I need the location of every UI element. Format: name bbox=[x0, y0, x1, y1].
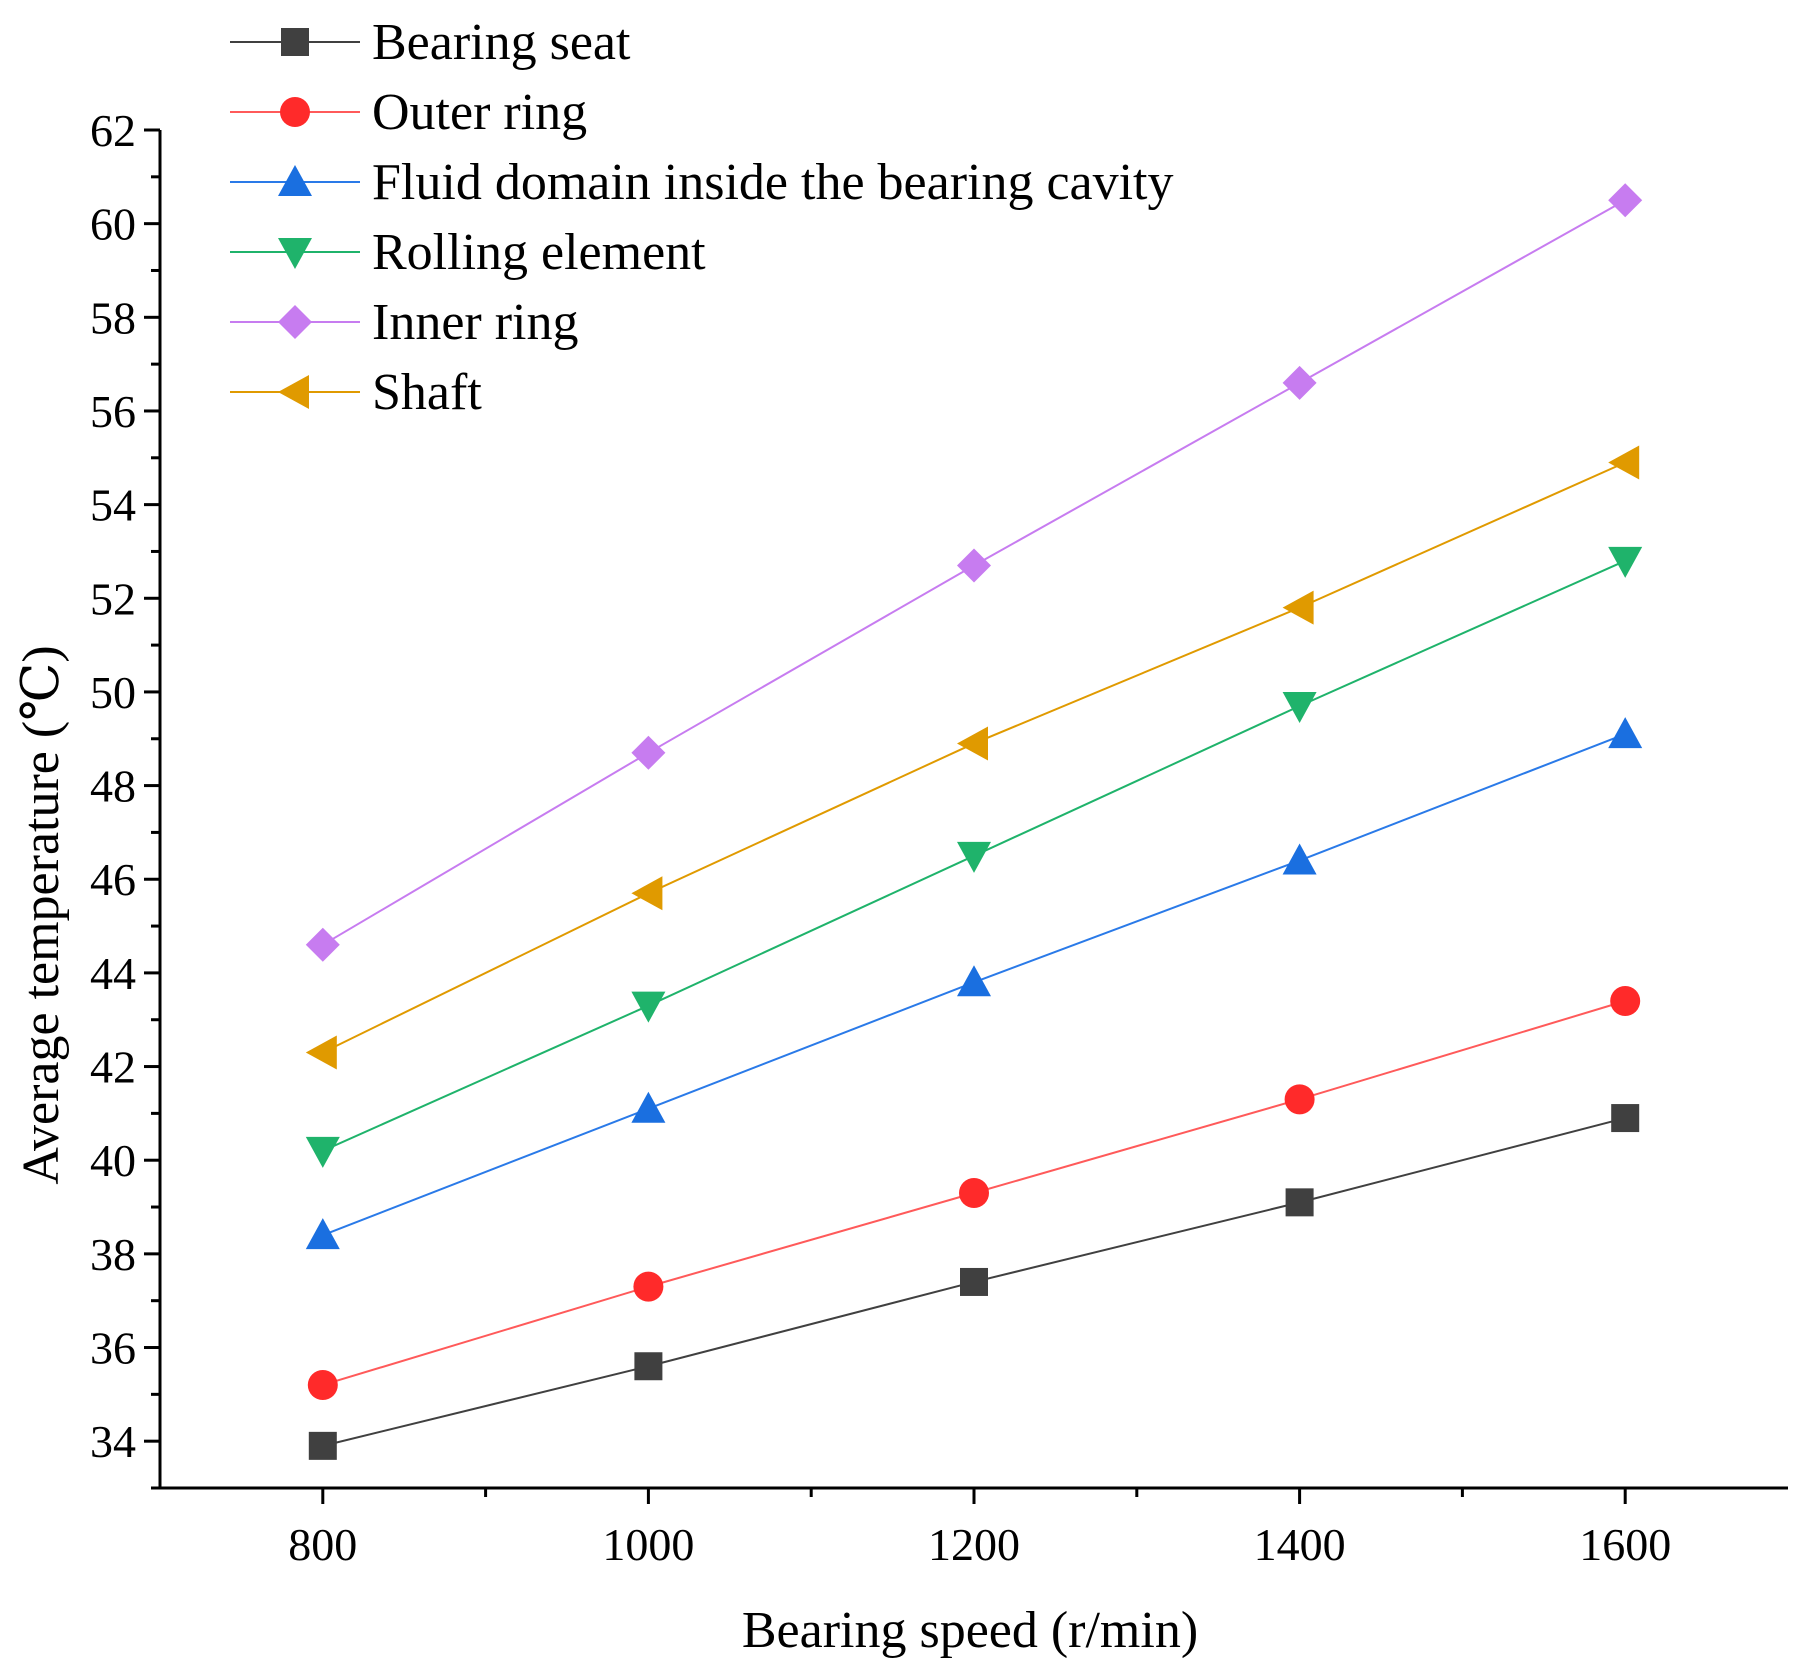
legend-label: Fluid domain inside the bearing cavity bbox=[372, 154, 1174, 211]
data-point bbox=[631, 735, 666, 770]
legend-label: Shaft bbox=[372, 364, 482, 421]
y-tick-label: 58 bbox=[90, 292, 136, 343]
data-point bbox=[957, 965, 991, 997]
data-point bbox=[1608, 183, 1643, 218]
data-point bbox=[633, 1271, 664, 1302]
x-tick-label: 1400 bbox=[1254, 1519, 1346, 1570]
legend-label: Outer ring bbox=[372, 84, 587, 141]
legend-item: Bearing seat bbox=[230, 14, 631, 71]
data-point bbox=[1611, 1104, 1640, 1133]
y-tick-label: 38 bbox=[90, 1229, 136, 1280]
data-point bbox=[1608, 445, 1640, 480]
data-point bbox=[631, 991, 666, 1023]
data-point bbox=[957, 841, 991, 873]
data-point bbox=[305, 1035, 337, 1070]
legend-item: Fluid domain inside the bearing cavity bbox=[230, 154, 1174, 211]
legend-marker bbox=[278, 375, 309, 409]
data-point bbox=[1608, 546, 1643, 578]
legend-label: Rolling element bbox=[372, 224, 706, 281]
series-layer bbox=[305, 183, 1643, 1460]
legend-label: Bearing seat bbox=[372, 14, 631, 71]
series-2 bbox=[305, 717, 1643, 1250]
y-tick-label: 48 bbox=[90, 761, 136, 812]
y-tick-label: 46 bbox=[90, 854, 136, 905]
data-point bbox=[1282, 691, 1317, 723]
legend-marker bbox=[278, 165, 312, 196]
x-tick-label: 1600 bbox=[1579, 1519, 1671, 1570]
data-point bbox=[1282, 843, 1317, 875]
y-tick-label: 44 bbox=[90, 948, 136, 999]
data-point bbox=[1610, 985, 1641, 1016]
data-point bbox=[957, 548, 991, 583]
data-point bbox=[957, 726, 988, 761]
legend-marker bbox=[281, 28, 309, 56]
legend-marker bbox=[278, 305, 312, 339]
data-point bbox=[1282, 365, 1317, 400]
legend-item: Shaft bbox=[230, 364, 482, 421]
y-axis-title: Average temperature (℃) bbox=[13, 645, 70, 1184]
data-point bbox=[1608, 717, 1643, 749]
legend: Bearing seat Outer ring Fluid domain insid… bbox=[230, 14, 1174, 421]
data-point bbox=[305, 1218, 340, 1250]
x-tick-label: 1200 bbox=[928, 1519, 1020, 1570]
data-point bbox=[631, 1091, 666, 1123]
x-tick-label: 1000 bbox=[602, 1519, 694, 1570]
legend-item: Outer ring bbox=[230, 84, 587, 141]
legend-marker bbox=[280, 97, 310, 127]
x-tick-label: 800 bbox=[288, 1519, 357, 1570]
y-tick-label: 56 bbox=[90, 386, 136, 437]
axes: 34 36 38 40 42 44 46 48 50 52 54 56 58 60 62 800 1000 120… bbox=[90, 105, 1788, 1570]
legend-label: Inner ring bbox=[372, 294, 578, 351]
y-tick-label: 62 bbox=[90, 105, 136, 156]
data-point bbox=[959, 1177, 989, 1208]
series-3 bbox=[305, 546, 1643, 1168]
data-point bbox=[305, 1136, 340, 1168]
data-point bbox=[1284, 1084, 1315, 1115]
y-tick-label: 42 bbox=[90, 1042, 136, 1093]
data-point bbox=[634, 1352, 663, 1381]
y-tick-label: 54 bbox=[90, 480, 136, 531]
y-tick-label: 50 bbox=[90, 667, 136, 718]
data-point bbox=[1285, 1188, 1314, 1217]
series-4 bbox=[305, 183, 1643, 962]
data-point bbox=[307, 1369, 338, 1400]
x-axis-title: Bearing speed (r/min) bbox=[742, 1602, 1198, 1659]
y-tick-label: 60 bbox=[90, 199, 136, 250]
legend-marker bbox=[278, 238, 312, 269]
data-point bbox=[1282, 590, 1314, 625]
series-1 bbox=[307, 985, 1641, 1400]
legend-item: Rolling element bbox=[230, 224, 706, 281]
y-tick-label: 36 bbox=[90, 1323, 136, 1374]
series-5 bbox=[305, 445, 1640, 1070]
data-point bbox=[305, 927, 340, 962]
data-point bbox=[308, 1431, 337, 1460]
data-point bbox=[960, 1267, 988, 1296]
legend-item: Inner ring bbox=[230, 294, 578, 351]
series-0 bbox=[308, 1104, 1640, 1460]
data-point bbox=[631, 876, 663, 911]
y-tick-label: 52 bbox=[90, 573, 136, 624]
y-tick-label: 34 bbox=[90, 1416, 136, 1467]
y-tick-label: 40 bbox=[90, 1135, 136, 1186]
